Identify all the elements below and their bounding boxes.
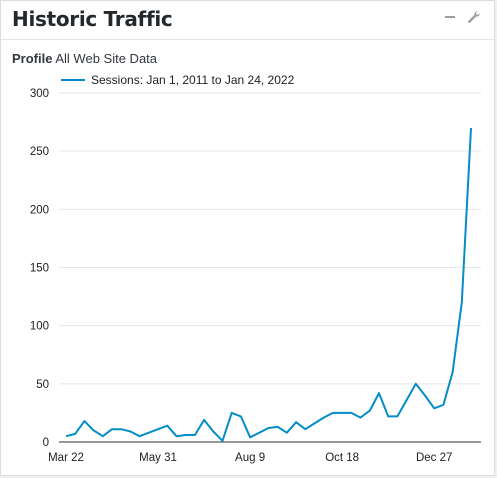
y-tick-label: 50 xyxy=(36,379,49,391)
y-tick-label: 200 xyxy=(30,204,49,216)
y-tick-label: 0 xyxy=(43,437,49,449)
y-tick-label: 100 xyxy=(30,321,49,333)
widget-title: Historic Traffic xyxy=(12,7,173,31)
y-axis-ticks: 0 50 100 150 200 250 300 xyxy=(30,88,49,449)
y-tick-label: 150 xyxy=(30,263,49,275)
chart-grid xyxy=(59,92,481,443)
legend-label: Sessions: Jan 1, 2011 to Jan 24, 2022 xyxy=(91,73,295,87)
x-axis-ticks: Mar 22 May 31 Aug 9 Oct 18 Dec 27 xyxy=(48,452,452,464)
widget-header: Historic Traffic xyxy=(1,1,494,40)
chart-legend[interactable]: Sessions: Jan 1, 2011 to Jan 24, 2022 xyxy=(61,73,295,87)
widget-controls xyxy=(440,7,484,27)
y-tick-label: 300 xyxy=(30,88,49,100)
x-tick-label: Mar 22 xyxy=(48,452,84,464)
profile-label: Profile xyxy=(12,51,53,66)
minus-icon[interactable] xyxy=(440,7,460,27)
y-tick-label: 250 xyxy=(30,146,49,158)
wrench-icon[interactable] xyxy=(464,7,484,27)
x-tick-label: Aug 9 xyxy=(235,452,265,464)
series-line-sessions xyxy=(65,127,472,442)
x-tick-label: May 31 xyxy=(139,452,177,464)
profile-line: Profile All Web Site Data xyxy=(12,51,157,66)
profile-value: All Web Site Data xyxy=(55,51,158,66)
x-tick-label: Oct 18 xyxy=(325,452,359,464)
x-tick-label: Dec 27 xyxy=(416,452,452,464)
